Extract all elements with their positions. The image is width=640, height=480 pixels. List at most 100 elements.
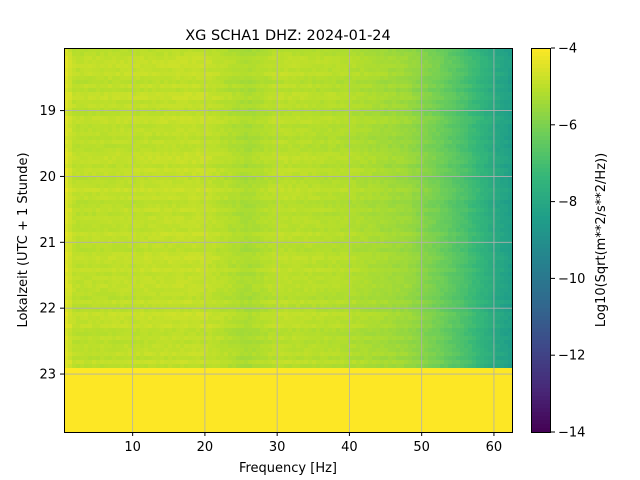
heatmap-cell [368,192,373,197]
heatmap-cell [156,164,161,169]
heatmap-cell [196,160,201,165]
heatmap-cell [140,48,145,53]
heatmap-cell [76,88,81,93]
heatmap-cell [448,52,453,57]
heatmap-cell [92,180,97,185]
heatmap-cell [252,192,257,197]
heatmap-cell [508,72,513,77]
heatmap-cell [432,144,437,149]
heatmap-cell [328,208,333,213]
heatmap-cell [472,124,477,129]
heatmap-cell [180,56,185,61]
heatmap-cell [124,140,129,145]
heatmap-cell [204,192,209,197]
heatmap-cell [484,128,489,133]
heatmap-cell [296,116,301,121]
heatmap-cell [480,216,485,221]
heatmap-cell [504,112,509,117]
heatmap-cell [324,68,329,73]
heatmap-cell [380,196,385,201]
heatmap-cell [236,192,241,197]
heatmap-cell [196,72,201,77]
heatmap-cell [456,200,461,205]
heatmap-cell [476,100,481,105]
heatmap-cell [220,160,225,165]
heatmap-cell [152,220,157,225]
heatmap-cell [408,216,413,221]
heatmap-cell [504,196,509,201]
heatmap-cell [280,136,285,141]
heatmap-cell [364,192,369,197]
heatmap-cell [88,200,93,205]
heatmap-cell [80,80,85,85]
heatmap-cell [276,160,281,165]
heatmap-cell [480,160,485,165]
heatmap-cell [416,120,421,125]
heatmap-cell [188,128,193,133]
heatmap-cell [92,84,97,89]
heatmap-cell [164,84,169,89]
heatmap-cell [480,192,485,197]
heatmap-cell [200,164,205,169]
heatmap-cell [396,52,401,57]
heatmap-cell [360,56,365,61]
heatmap-cell [448,184,453,189]
heatmap-cell [296,144,301,149]
heatmap-cell [280,128,285,133]
heatmap-cell [424,116,429,121]
heatmap-cell [284,56,289,61]
heatmap-cell [396,204,401,209]
heatmap-cell [248,140,253,145]
heatmap-cell [124,80,129,85]
heatmap-cell [412,216,417,221]
heatmap-cell [104,140,109,145]
heatmap-cell [276,112,281,117]
heatmap-cell [272,100,277,105]
heatmap-cell [92,120,97,125]
heatmap-cell [272,204,277,209]
heatmap-cell [216,184,221,189]
heatmap-cell [148,140,153,145]
heatmap-cell [380,64,385,69]
heatmap-cell [180,96,185,101]
heatmap-cell [264,88,269,93]
heatmap-cell [468,60,473,65]
heatmap-cell [340,124,345,129]
heatmap-cell [424,96,429,101]
heatmap-cell [412,128,417,133]
heatmap-cell [180,196,185,201]
heatmap-cell [96,60,101,65]
heatmap-cell [216,200,221,205]
heatmap-cell [476,160,481,165]
heatmap-cell [460,148,465,153]
heatmap-cell [296,68,301,73]
heatmap-cell [352,96,357,101]
heatmap-cell [136,176,141,181]
heatmap-cell [444,184,449,189]
heatmap-cell [360,84,365,89]
heatmap-cell [212,148,217,153]
heatmap-cell [372,72,377,77]
heatmap-cell [292,60,297,65]
heatmap-cell [212,128,217,133]
heatmap-cell [432,120,437,125]
heatmap-cell [408,96,413,101]
heatmap-cell [420,124,425,129]
heatmap-cell [96,76,101,81]
heatmap-cell [232,216,237,221]
heatmap-cell [472,116,477,121]
heatmap-cell [220,120,225,125]
heatmap-cell [164,188,169,193]
heatmap-cell [264,72,269,77]
heatmap-cell [444,84,449,89]
heatmap-cell [356,176,361,181]
heatmap-cell [208,144,213,149]
heatmap-cell [360,168,365,173]
heatmap-cell [328,204,333,209]
heatmap-cell [248,68,253,73]
heatmap-cell [304,196,309,201]
heatmap-cell [500,52,505,57]
heatmap-cell [264,96,269,101]
heatmap-cell [184,204,189,209]
heatmap-cell [112,76,117,81]
